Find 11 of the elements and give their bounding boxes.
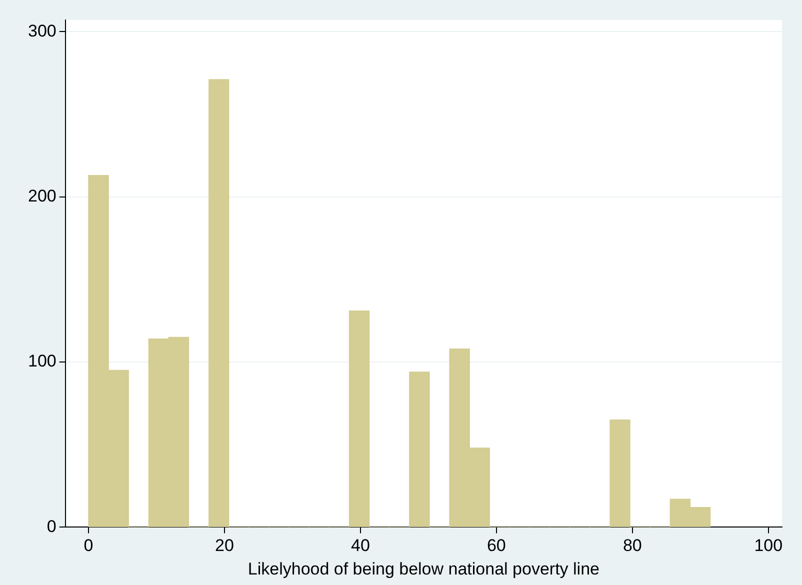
y-tick-label: 0: [46, 516, 56, 536]
y-tick-label: 200: [28, 186, 56, 206]
x-tick-label: 0: [84, 536, 94, 556]
x-tick-label: 80: [622, 536, 642, 556]
x-tick-label: 60: [486, 536, 506, 556]
y-tick-label: 300: [28, 21, 56, 40]
x-tick-label: 40: [350, 536, 370, 556]
x-axis-title: Likelyhood of being below national poverty line: [248, 559, 600, 578]
x-tick-label: 100: [754, 536, 783, 556]
y-tick-label: 100: [28, 352, 56, 371]
x-tick-label: 20: [215, 536, 234, 556]
